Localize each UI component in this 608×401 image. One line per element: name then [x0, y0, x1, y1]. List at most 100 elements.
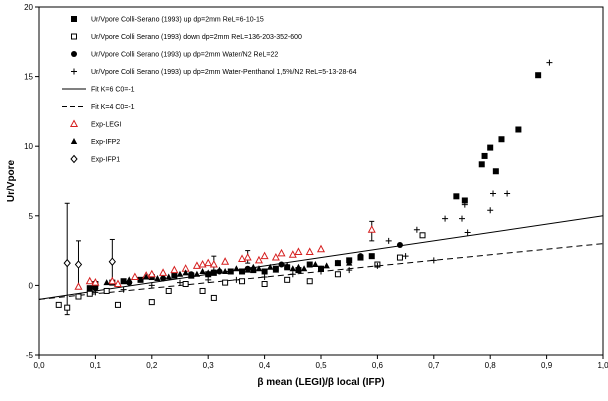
data-point-series-6	[154, 274, 161, 281]
legend-marker	[70, 138, 78, 144]
data-point-series-6	[283, 262, 291, 269]
legend-label: Exp-LEGI	[91, 122, 121, 129]
data-point-series-3	[357, 253, 364, 260]
data-point-series-4	[346, 267, 353, 274]
data-point-series-1	[137, 276, 144, 283]
data-point-series-6	[126, 276, 133, 283]
data-point-series-2	[55, 301, 62, 308]
data-point-series-4	[504, 190, 511, 197]
x-tick-label: 0,1	[90, 361, 102, 370]
data-point-series-2	[86, 290, 93, 297]
data-point-series-5	[305, 247, 314, 255]
data-point-series-6	[346, 259, 353, 266]
data-point-series-4	[546, 59, 553, 66]
data-point-series-1	[492, 168, 499, 175]
data-point-series-4	[92, 289, 99, 296]
data-point-series-6	[182, 269, 189, 276]
legend-marker	[69, 119, 79, 127]
data-point-series-2	[306, 278, 313, 285]
data-point-series-2	[284, 276, 291, 283]
y-ticks: -5 0 5 10 15 20	[24, 3, 39, 360]
data-point-series-4	[459, 215, 465, 222]
data-point-series-6	[176, 270, 184, 277]
data-point-series-6	[300, 265, 308, 272]
data-point-series-1	[250, 267, 257, 274]
plot-frame	[38, 6, 604, 356]
data-point-series-2	[103, 287, 110, 294]
data-point-series-4	[487, 207, 494, 214]
data-point-series-1	[295, 267, 302, 274]
data-point-series-4	[177, 279, 183, 286]
data-point-series-7	[74, 260, 83, 269]
data-point-series-4	[442, 215, 449, 222]
x-tick-label: 0,4	[259, 361, 271, 370]
data-point-series-2	[114, 301, 121, 308]
data-point-series-3	[278, 261, 285, 268]
x-tick-label: 0,6	[372, 361, 384, 370]
data-point-series-1	[171, 272, 178, 279]
data-point-series-5	[74, 282, 83, 290]
data-point-series-1	[481, 152, 488, 159]
data-point-series-5	[288, 250, 297, 258]
data-point-series-2	[334, 271, 341, 278]
data-point-series-5	[170, 265, 179, 274]
data-point-series-2	[222, 279, 229, 286]
data-point-series-4	[148, 282, 155, 289]
legend-label: Ur/Vpore Colli Serano (1993) down dp=2mm…	[91, 34, 302, 41]
data-point-series-1	[239, 268, 246, 275]
x-tick-label: 1,0	[597, 361, 608, 370]
data-point-series-6	[255, 265, 263, 272]
legend-label: Ur/Vpore Colli Serano (1993) up dp=2mm W…	[91, 69, 357, 76]
data-point-series-6	[244, 266, 251, 273]
data-point-series-1	[86, 285, 93, 292]
data-point-series-5	[91, 278, 100, 286]
y-axis-label: Ur/Vpore	[6, 159, 17, 202]
data-point-series-1	[227, 268, 234, 275]
data-point-series-6	[312, 261, 319, 268]
y-tick-label: 0	[29, 281, 34, 290]
data-point-series-6	[103, 279, 110, 286]
data-point-series-5	[277, 248, 286, 257]
legend-label: Exp-IFP2	[91, 139, 120, 146]
data-point-series-4	[413, 226, 420, 233]
legend-marker	[71, 68, 77, 75]
data-point-series-5	[130, 272, 139, 281]
data-point-series-4	[233, 276, 240, 283]
data-point-series-4	[464, 229, 471, 236]
data-point-series-5	[108, 276, 117, 285]
data-point-series-6	[221, 267, 229, 274]
y-tick-label: -5	[26, 351, 34, 360]
data-point-series-4	[430, 257, 437, 264]
data-point-series-2	[64, 304, 71, 311]
x-tick-label: 0,5	[315, 361, 327, 370]
data-point-series-5	[367, 225, 376, 233]
x-ticks: 0,0 0,1 0,2 0,3 0,4 0,5 0,6 0,7 0,8 0,9 1,0	[33, 355, 608, 370]
legend-label: Ur/Vpore Colli-Serano (1993) up dp=2mm R…	[91, 17, 264, 24]
legend-fit-label: Fit K=6 C0=-1	[91, 87, 135, 94]
data-point-series-1	[120, 278, 127, 285]
data-point-series-2	[419, 232, 426, 239]
data-point-series-6	[267, 263, 274, 270]
data-point-series-4	[205, 276, 212, 283]
data-point-series-6	[295, 263, 302, 270]
x-tick-label: 0,8	[485, 361, 497, 370]
data-point-series-4	[461, 201, 468, 208]
data-point-series-3	[92, 285, 99, 292]
data-point-series-2	[261, 281, 268, 288]
y-tick-label: 20	[24, 3, 33, 12]
data-point-series-3	[160, 275, 167, 282]
data-point-series-1	[535, 72, 542, 79]
data-point-series-5	[204, 258, 213, 267]
data-point-series-5	[85, 276, 94, 285]
legend-label: Ur/Vpore Colli Serano (1993) up dp=2mm W…	[91, 52, 278, 59]
data-point-series-1	[515, 126, 522, 133]
legend-label: Exp-IFP1	[91, 157, 120, 164]
legend-marker	[71, 33, 77, 40]
data-point-series-6	[165, 273, 172, 280]
legend-marker	[71, 51, 77, 57]
data-point-series-6	[205, 269, 212, 276]
data-points	[55, 59, 553, 311]
data-point-series-7	[63, 258, 71, 268]
data-point-series-1	[498, 136, 505, 143]
